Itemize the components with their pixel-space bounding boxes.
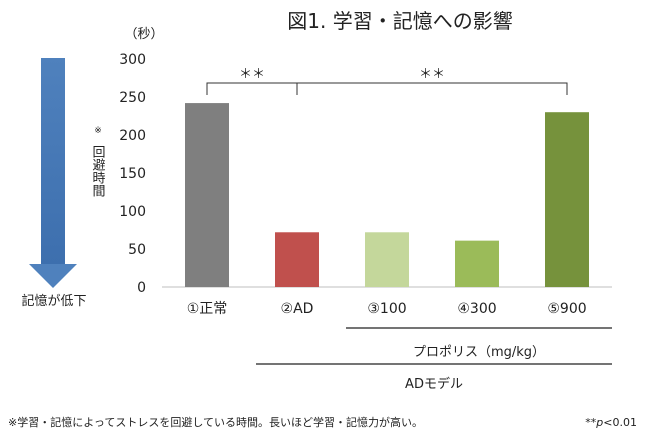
pvalue-stars: **	[585, 416, 597, 429]
footnote: ※学習・記憶によってストレスを回避している時間。長いほど学習・記憶力が高い。	[8, 415, 423, 429]
significance-bracket	[296, 82, 568, 95]
bar-5	[545, 112, 589, 287]
memory-decline-arrow	[29, 58, 77, 288]
bar-3	[365, 232, 409, 287]
significance-bracket	[206, 82, 298, 95]
pvalue-note: **p<0.01	[585, 416, 637, 429]
x-tick-label: ⑤900	[547, 301, 586, 317]
x-tick-label: ③100	[367, 301, 406, 317]
group-label: プロポリス（mg/kg）	[413, 345, 545, 360]
pvalue-threshold: <0.01	[603, 416, 637, 429]
y-tick-label: 300	[119, 52, 146, 68]
bar-1	[185, 103, 229, 287]
y-unit-label: （秒）	[124, 27, 163, 42]
y-tick-label: 150	[119, 166, 146, 182]
group-label: ADモデル	[405, 376, 463, 392]
x-tick-label: ①正常	[187, 301, 228, 317]
y-tick-label: 50	[128, 242, 146, 258]
y-tick-label: 250	[119, 90, 146, 106]
y-axis-title: 回避時間	[90, 145, 106, 198]
significance-label: ＊＊	[239, 67, 265, 82]
pvalue-p: p	[595, 416, 603, 429]
chart-title: 図1. 学習・記憶への影響	[287, 9, 512, 33]
y-tick-label: 200	[119, 128, 146, 144]
arrow-label: 記憶が低下	[21, 293, 86, 309]
x-tick-label: ④300	[457, 301, 496, 317]
ylabel-note: ※	[94, 126, 102, 136]
x-tick-label: ②AD	[281, 301, 314, 317]
y-tick-label: 100	[119, 204, 146, 220]
significance-label: ＊＊	[419, 67, 445, 82]
y-tick-label: 0	[137, 280, 146, 296]
bar-4	[455, 240, 499, 287]
bar-2	[275, 232, 319, 287]
